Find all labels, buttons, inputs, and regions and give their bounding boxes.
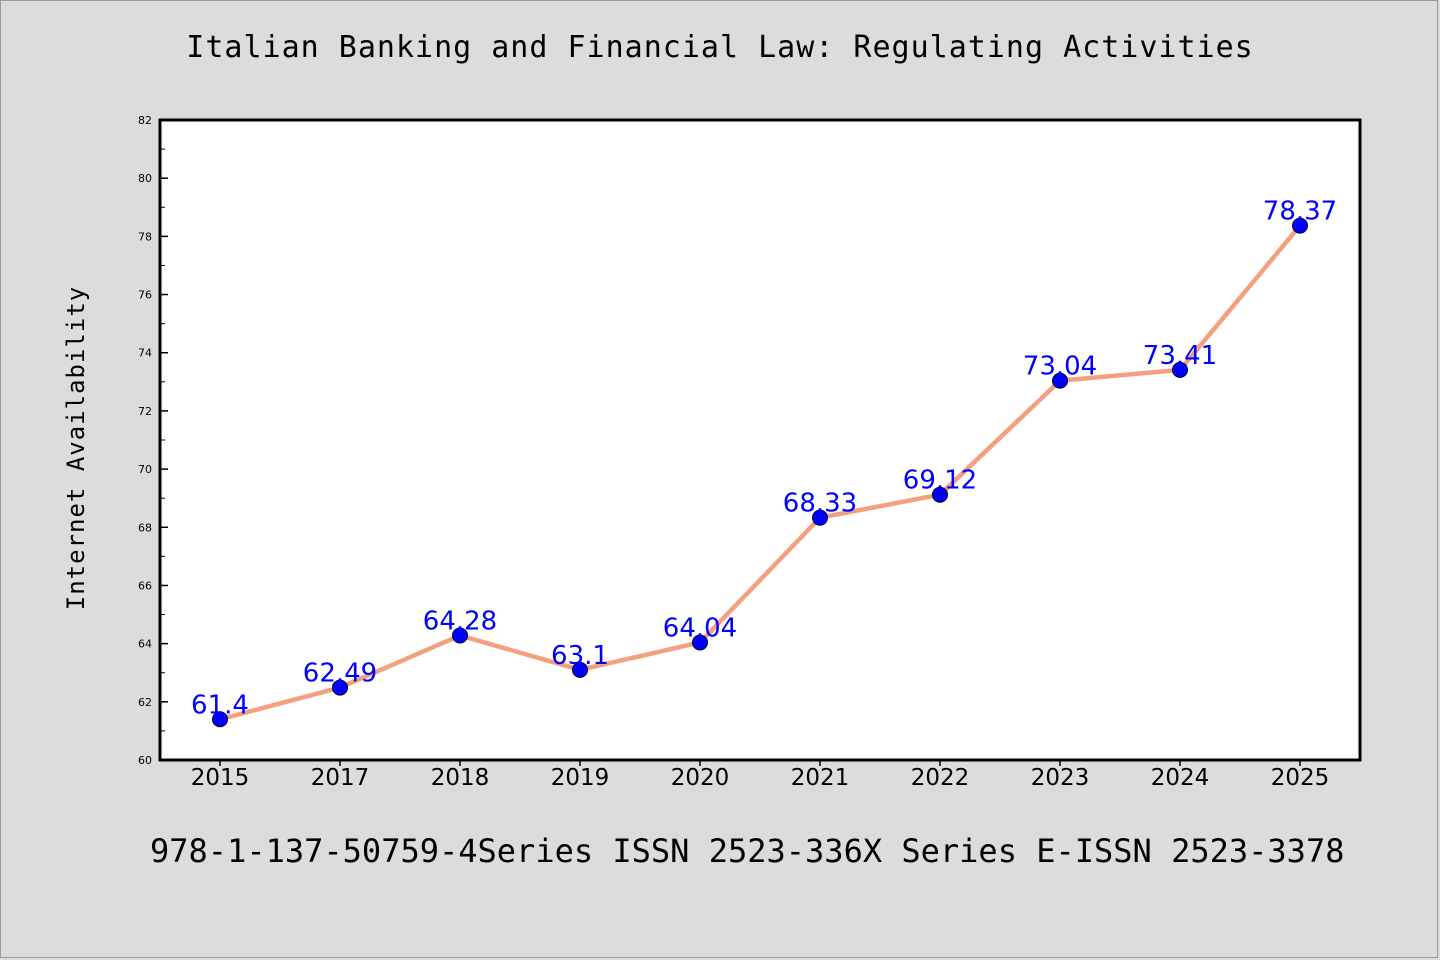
data-label: 73.41 — [1143, 341, 1217, 371]
footer-isbn-text: 978-1-137-50759-4Series ISSN 2523-336X S… — [150, 832, 1345, 870]
series-line — [217, 223, 1303, 722]
y-tick-label: 80 — [138, 172, 152, 185]
data-point — [212, 711, 228, 728]
y-tick-label: 66 — [138, 579, 152, 592]
x-tick-label: 2019 — [551, 765, 610, 791]
plot-area — [160, 120, 1360, 760]
plot-border — [158, 118, 1362, 762]
data-point — [572, 661, 588, 678]
data-label: 78.37 — [1263, 197, 1337, 227]
y-tick-label: 72 — [138, 405, 152, 418]
series-layer: 61.4 62.49 64.28 63.1 64.04 68.33 69.12 73.04 73… — [191, 197, 1337, 728]
chart-title: Italian Banking and Financial Law: Regul… — [186, 30, 1254, 65]
y-tick-label: 64 — [138, 638, 152, 651]
x-tick-label: 2024 — [1151, 765, 1210, 791]
y-tick-label: 74 — [138, 347, 152, 360]
x-tick-label: 2022 — [911, 765, 970, 791]
data-point — [932, 486, 948, 503]
data-point — [1052, 372, 1068, 389]
data-label: 73.04 — [1023, 352, 1097, 382]
data-label: 61.4 — [191, 690, 249, 720]
data-point — [332, 679, 348, 696]
x-tick-label: 2015 — [191, 765, 250, 791]
y-tick-label: 68 — [138, 521, 152, 534]
data-label: 64.04 — [663, 613, 737, 643]
x-axis: 2015 2017 2018 2019 2020 2021 2022 2023 2024 2025 — [191, 760, 1330, 791]
x-tick-label: 2017 — [311, 765, 370, 791]
y-tick-label: 82 — [138, 114, 152, 127]
data-point — [812, 509, 828, 526]
data-label: 63.1 — [551, 641, 609, 671]
y-tick-label: 60 — [138, 754, 152, 767]
data-point — [452, 627, 468, 644]
y-tick-label: 62 — [138, 696, 152, 709]
y-tick-label: 76 — [138, 289, 152, 302]
data-label: 62.49 — [303, 659, 377, 689]
x-tick-label: 2023 — [1031, 765, 1090, 791]
x-tick-label: 2025 — [1271, 765, 1330, 791]
x-tick-label: 2021 — [791, 765, 850, 791]
data-point — [1172, 361, 1188, 378]
data-point — [692, 634, 708, 651]
data-label: 69.12 — [903, 466, 977, 496]
y-tick-label: 78 — [138, 230, 152, 243]
x-tick-label: 2020 — [671, 765, 730, 791]
x-tick-label: 2018 — [431, 765, 490, 791]
data-label: 64.28 — [423, 606, 497, 636]
data-label: 68.33 — [783, 489, 857, 519]
y-tick-label: 70 — [138, 463, 152, 476]
data-point — [1292, 217, 1308, 234]
